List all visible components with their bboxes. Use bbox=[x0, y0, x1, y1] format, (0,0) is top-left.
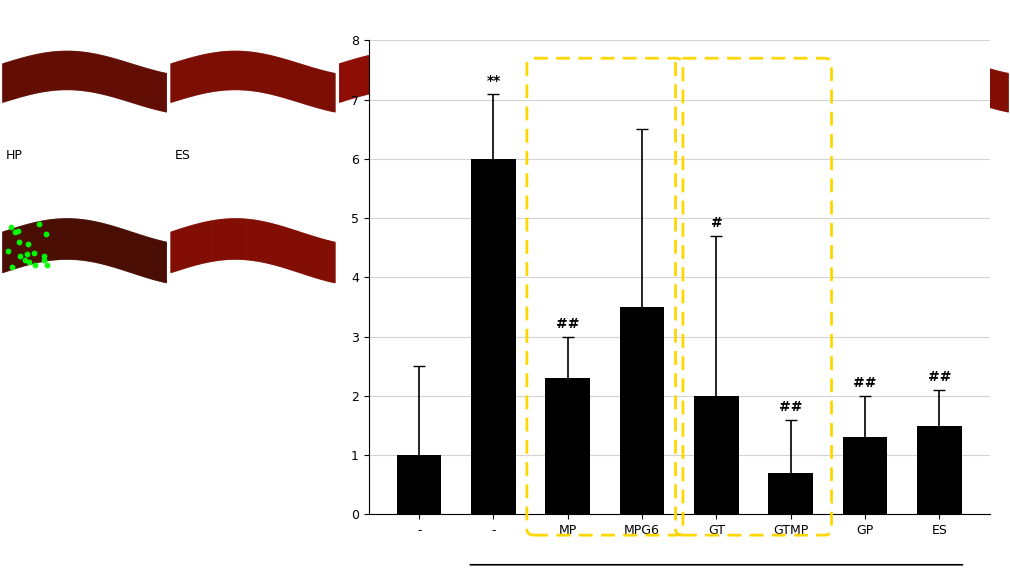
Point bbox=[596, 89, 612, 98]
Point bbox=[21, 258, 37, 267]
Text: ##: ## bbox=[779, 400, 802, 414]
Point bbox=[690, 75, 706, 84]
Point bbox=[17, 255, 33, 264]
Point bbox=[961, 53, 977, 62]
Point bbox=[684, 69, 700, 78]
Point bbox=[586, 88, 602, 97]
Point bbox=[9, 227, 25, 236]
Text: **: ** bbox=[487, 74, 501, 88]
Point bbox=[936, 53, 952, 62]
Text: ##: ## bbox=[927, 370, 951, 384]
Point bbox=[20, 239, 36, 249]
Point bbox=[26, 248, 42, 257]
Point bbox=[12, 251, 28, 261]
Point bbox=[6, 228, 22, 237]
Point bbox=[4, 262, 20, 271]
Point bbox=[417, 58, 433, 68]
Point bbox=[684, 60, 700, 69]
Text: ##: ## bbox=[853, 376, 877, 390]
Point bbox=[687, 92, 703, 101]
Text: ##: ## bbox=[557, 317, 580, 331]
Point bbox=[27, 260, 43, 269]
Bar bbox=[694, 396, 738, 514]
Text: ES: ES bbox=[175, 150, 190, 162]
Point bbox=[36, 252, 53, 261]
Bar bbox=[545, 378, 590, 514]
Point bbox=[11, 237, 27, 246]
Bar bbox=[769, 473, 813, 514]
Bar bbox=[472, 159, 516, 514]
Bar bbox=[842, 438, 887, 514]
Point bbox=[0, 246, 16, 255]
Text: #: # bbox=[710, 216, 722, 230]
Point bbox=[3, 223, 19, 232]
Bar bbox=[397, 455, 441, 514]
Bar bbox=[917, 425, 962, 514]
Point bbox=[19, 249, 35, 258]
Point bbox=[449, 90, 466, 99]
Point bbox=[35, 255, 52, 264]
Point bbox=[678, 72, 694, 81]
Point bbox=[697, 86, 713, 95]
Bar bbox=[620, 307, 665, 514]
Point bbox=[429, 95, 445, 104]
Point bbox=[397, 90, 413, 99]
Point bbox=[38, 261, 55, 270]
Point bbox=[930, 59, 946, 68]
Point bbox=[533, 89, 549, 98]
Point bbox=[37, 229, 54, 238]
Point bbox=[619, 84, 635, 93]
Point bbox=[30, 220, 46, 229]
Text: HP: HP bbox=[6, 150, 23, 162]
Point bbox=[607, 74, 623, 83]
